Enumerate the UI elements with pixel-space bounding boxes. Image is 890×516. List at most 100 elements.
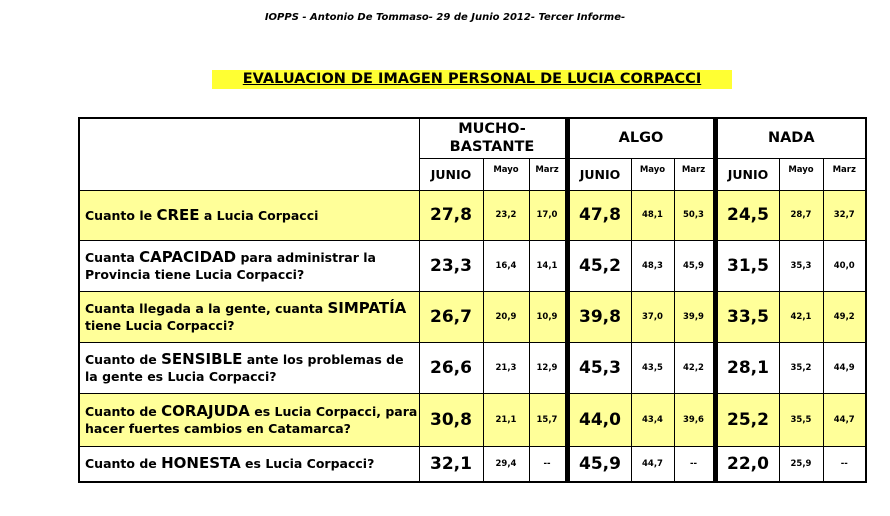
value-cell: 16,4 <box>482 239 530 292</box>
question-key: CAPACIDAD <box>139 247 237 266</box>
value-cell: 22,0 <box>712 445 780 483</box>
subheader-marz: Marz <box>528 157 568 191</box>
table-row: Cuanta CAPACIDAD para administrar la Pro… <box>78 239 867 292</box>
question-key: SENSIBLE <box>161 349 243 368</box>
group-header-algo: ALGO <box>564 117 716 159</box>
question-label: Cuanto de HONESTA es Lucia Corpacci? <box>78 445 420 483</box>
value-cell: 24,5 <box>712 189 780 241</box>
value-cell: 26,7 <box>418 290 484 343</box>
value-cell: 48,3 <box>630 239 675 292</box>
question-pre: Cuanto de <box>85 403 162 419</box>
value-cell: 28,7 <box>778 189 824 241</box>
value-cell: 35,5 <box>778 392 824 447</box>
table-row: Cuanto de CORAJUDA es Lucia Corpacci, pa… <box>78 392 867 447</box>
question-label: Cuanta CAPACIDAD para administrar la Pro… <box>78 239 420 292</box>
survey-table: MUCHO-BASTANTE ALGO NADA JUNIO Mayo Marz JU… <box>78 117 867 483</box>
question-key: SIMPATÍA <box>327 298 407 317</box>
value-cell: -- <box>528 445 568 483</box>
value-cell: 33,5 <box>712 290 780 343</box>
subheader-junio: JUNIO <box>712 157 780 191</box>
value-cell: 49,2 <box>822 290 867 343</box>
header-blank <box>78 117 420 191</box>
value-cell: 35,2 <box>778 341 824 394</box>
question-key: CORAJUDA <box>161 401 250 420</box>
subheader-mayo: Mayo <box>482 157 530 191</box>
question-post: es Lucia Corpacci? <box>240 456 375 472</box>
question-pre: Cuanto de <box>85 351 162 367</box>
group-header-nada: NADA <box>712 117 867 159</box>
value-cell: 23,2 <box>482 189 530 241</box>
page-title: EVALUACION DE IMAGEN PERSONAL DE LUCIA C… <box>212 70 732 89</box>
value-cell: 39,8 <box>564 290 632 343</box>
value-cell: 44,7 <box>630 445 675 483</box>
question-label: Cuanta llegada a la gente, cuanta SIMPAT… <box>78 290 420 343</box>
question-post: a Lucia Corpacci <box>199 207 319 223</box>
value-cell: 25,9 <box>778 445 824 483</box>
value-cell: 35,3 <box>778 239 824 292</box>
value-cell: 25,2 <box>712 392 780 447</box>
value-cell: 32,7 <box>822 189 867 241</box>
value-cell: 20,9 <box>482 290 530 343</box>
value-cell: 14,1 <box>528 239 568 292</box>
subheader-mayo: Mayo <box>630 157 675 191</box>
value-cell: 42,1 <box>778 290 824 343</box>
table-row: Cuanta llegada a la gente, cuanta SIMPAT… <box>78 290 867 343</box>
question-pre: Cuanto le <box>85 207 157 223</box>
question-label: Cuanto de CORAJUDA es Lucia Corpacci, pa… <box>78 392 420 447</box>
value-cell: 39,6 <box>673 392 716 447</box>
table-row: Cuanto le CREE a Lucia Corpacci 27,8 23,2 1… <box>78 189 867 241</box>
value-cell: 45,9 <box>564 445 632 483</box>
table-row: Cuanto de HONESTA es Lucia Corpacci? 32,1… <box>78 445 867 483</box>
group-header-mucho-bastante: MUCHO-BASTANTE <box>418 117 568 159</box>
value-cell: 10,9 <box>528 290 568 343</box>
subheader-junio: JUNIO <box>418 157 484 191</box>
question-post: para administrar la Provincia tiene Luci… <box>85 249 376 282</box>
value-cell: 44,9 <box>822 341 867 394</box>
subheader-junio: JUNIO <box>564 157 632 191</box>
question-pre: Cuanta llegada a la gente, cuanta <box>85 300 328 316</box>
value-cell: 44,7 <box>822 392 867 447</box>
value-cell: 30,8 <box>418 392 484 447</box>
table-row: Cuanto de SENSIBLE ante los problemas de… <box>78 341 867 394</box>
value-cell: 47,8 <box>564 189 632 241</box>
question-post: tiene Lucia Corpacci? <box>85 317 235 333</box>
value-cell: 26,6 <box>418 341 484 394</box>
question-post: es Lucia Corpacci, para hacer fuertes ca… <box>85 403 418 436</box>
question-post: ante los problemas de la gente es Lucia … <box>85 351 404 384</box>
value-cell: 43,4 <box>630 392 675 447</box>
value-cell: 45,2 <box>564 239 632 292</box>
value-cell: 29,4 <box>482 445 530 483</box>
value-cell: 45,3 <box>564 341 632 394</box>
question-label: Cuanto de SENSIBLE ante los problemas de… <box>78 341 420 394</box>
value-cell: 39,9 <box>673 290 716 343</box>
subheader-marz: Marz <box>822 157 867 191</box>
value-cell: 31,5 <box>712 239 780 292</box>
question-pre: Cuanta <box>85 249 140 265</box>
value-cell: 32,1 <box>418 445 484 483</box>
value-cell: 45,9 <box>673 239 716 292</box>
value-cell: 50,3 <box>673 189 716 241</box>
value-cell: 44,0 <box>564 392 632 447</box>
value-cell: -- <box>673 445 716 483</box>
value-cell: 21,1 <box>482 392 530 447</box>
question-key: HONESTA <box>161 454 241 473</box>
question-label: Cuanto le CREE a Lucia Corpacci <box>78 189 420 241</box>
value-cell: 17,0 <box>528 189 568 241</box>
question-key: CREE <box>156 205 200 224</box>
value-cell: 12,9 <box>528 341 568 394</box>
value-cell: 42,2 <box>673 341 716 394</box>
question-pre: Cuanto de <box>85 456 162 472</box>
value-cell: 43,5 <box>630 341 675 394</box>
value-cell: 15,7 <box>528 392 568 447</box>
subheader-marz: Marz <box>673 157 716 191</box>
value-cell: 40,0 <box>822 239 867 292</box>
value-cell: -- <box>822 445 867 483</box>
value-cell: 28,1 <box>712 341 780 394</box>
subheader-mayo: Mayo <box>778 157 824 191</box>
value-cell: 23,3 <box>418 239 484 292</box>
value-cell: 27,8 <box>418 189 484 241</box>
value-cell: 37,0 <box>630 290 675 343</box>
value-cell: 21,3 <box>482 341 530 394</box>
value-cell: 48,1 <box>630 189 675 241</box>
document-header: IOPPS - Antonio De Tommaso- 29 de Junio … <box>264 12 626 23</box>
